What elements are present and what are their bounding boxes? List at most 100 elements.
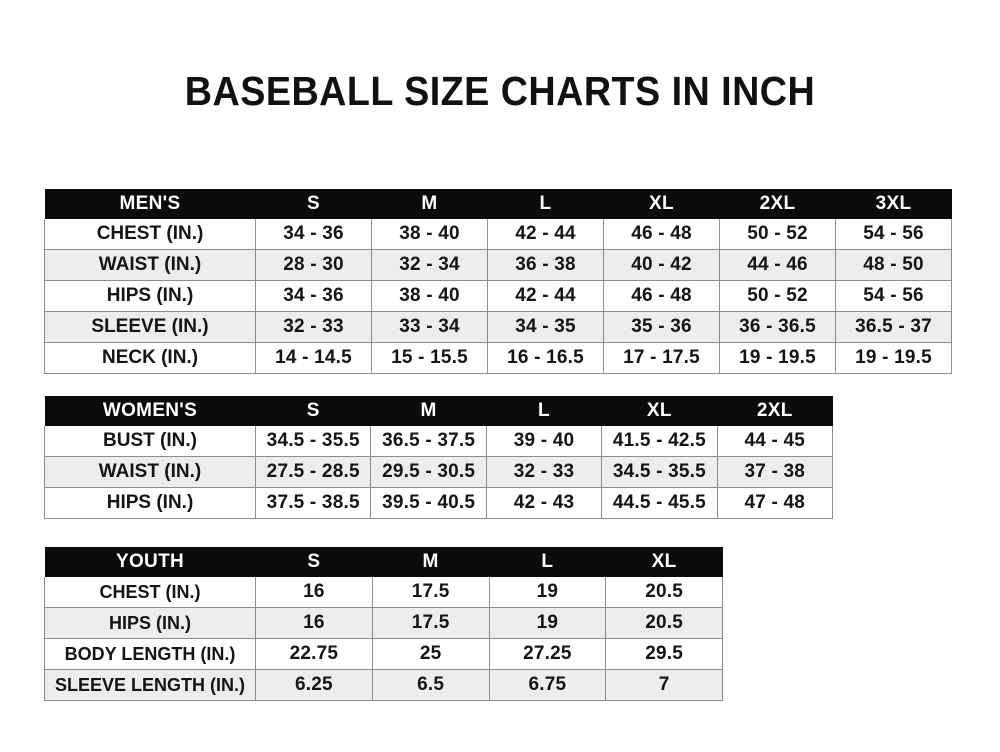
table-row: CHEST (IN.) 34 - 36 38 - 40 42 - 44 46 - 48 5… [44, 219, 952, 250]
youth-measurement-label: CHEST (IN.) [44, 577, 256, 608]
womens-size-column-s: S [255, 396, 371, 426]
measurement-value: 28 - 30 [255, 249, 372, 281]
measurement-value: 38 - 40 [371, 219, 488, 250]
table-row: NECK (IN.) 14 - 14.5 15 - 15.5 16 - 16.5 17 … [44, 342, 952, 374]
table-header-row: MEN'S S M L XL 2XL 3XL [44, 189, 952, 219]
table-row: SLEEVE LENGTH (IN.) 6.25 6.5 6.75 7 [44, 669, 723, 701]
measurement-value: 44 - 45 [717, 426, 834, 457]
measurement-value: 40 - 42 [603, 249, 720, 281]
youth-measurement-label: SLEEVE LENGTH (IN.) [44, 669, 256, 701]
measurement-value: 29.5 - 30.5 [370, 456, 487, 488]
youth-size-column-m: M [372, 547, 489, 577]
womens-measurement-label: HIPS (IN.) [44, 487, 256, 519]
measurement-value: 6.75 [489, 669, 607, 701]
mens-size-column-3xl: 3XL [835, 189, 952, 219]
mens-measurement-label: WAIST (IN.) [44, 249, 256, 281]
womens-measurement-label: WAIST (IN.) [44, 456, 256, 488]
measurement-value: 17.5 [372, 577, 490, 608]
measurement-value: 20.5 [605, 577, 723, 608]
measurement-value: 33 - 34 [371, 311, 488, 343]
table-row: SLEEVE (IN.) 32 - 33 33 - 34 34 - 35 35 - 36… [44, 311, 952, 343]
measurement-value: 34.5 - 35.5 [255, 426, 372, 457]
measurement-value: 44 - 46 [719, 249, 836, 281]
womens-measurement-label: BUST (IN.) [44, 426, 256, 457]
measurement-value: 19 - 19.5 [719, 342, 836, 374]
table-row: WAIST (IN.) 27.5 - 28.5 29.5 - 30.5 32 - 33… [44, 456, 834, 488]
measurement-value: 44.5 - 45.5 [601, 487, 718, 519]
table-row: HIPS (IN.) 16 17.5 19 20.5 [44, 607, 723, 639]
table-row: BUST (IN.) 34.5 - 35.5 36.5 - 37.5 39 - 40 4… [44, 426, 834, 457]
youth-size-table: YOUTH S M L XL CHEST (IN.) 16 17.5 19 20.5 HIPS (I… [44, 547, 723, 701]
measurement-value: 16 [255, 607, 373, 639]
page-title: BASEBALL SIZE CHARTS IN INCH [184, 68, 816, 114]
measurement-value: 50 - 52 [719, 219, 836, 250]
measurement-value: 16 [255, 577, 373, 608]
measurement-value: 19 - 19.5 [835, 342, 952, 374]
measurement-value: 42 - 44 [487, 280, 604, 312]
measurement-value: 36 - 38 [487, 249, 604, 281]
measurement-value: 54 - 56 [835, 219, 952, 250]
measurement-value: 39.5 - 40.5 [370, 487, 487, 519]
mens-size-column-l: L [487, 189, 604, 219]
measurement-value: 7 [605, 669, 723, 701]
mens-size-column-s: S [255, 189, 372, 219]
measurement-value: 32 - 33 [486, 456, 603, 488]
measurement-value: 6.5 [372, 669, 490, 701]
measurement-value: 17 - 17.5 [603, 342, 720, 374]
measurement-value: 54 - 56 [835, 280, 952, 312]
mens-size-column-2xl: 2XL [719, 189, 836, 219]
measurement-value: 42 - 43 [486, 487, 603, 519]
measurement-value: 36.5 - 37 [835, 311, 952, 343]
measurement-value: 32 - 34 [371, 249, 488, 281]
youth-corner-label: YOUTH [44, 547, 256, 577]
measurement-value: 16 - 16.5 [487, 342, 604, 374]
measurement-value: 48 - 50 [835, 249, 952, 281]
measurement-value: 42 - 44 [487, 219, 604, 250]
measurement-value: 14 - 14.5 [255, 342, 372, 374]
measurement-value: 22.75 [255, 638, 373, 670]
measurement-value: 19 [489, 607, 607, 639]
measurement-value: 27.5 - 28.5 [255, 456, 372, 488]
mens-measurement-label: NECK (IN.) [44, 342, 256, 374]
measurement-value: 34.5 - 35.5 [601, 456, 718, 488]
table-row: CHEST (IN.) 16 17.5 19 20.5 [44, 577, 723, 608]
measurement-value: 34 - 36 [255, 219, 372, 250]
mens-size-column-xl: XL [603, 189, 720, 219]
measurement-value: 39 - 40 [486, 426, 603, 457]
mens-size-column-m: M [371, 189, 488, 219]
mens-measurement-label: SLEEVE (IN.) [44, 311, 256, 343]
measurement-value: 35 - 36 [603, 311, 720, 343]
mens-corner-label: MEN'S [44, 189, 256, 219]
measurement-value: 32 - 33 [255, 311, 372, 343]
measurement-value: 34 - 36 [255, 280, 372, 312]
table-row: WAIST (IN.) 28 - 30 32 - 34 36 - 38 40 - 42 4… [44, 249, 952, 281]
womens-size-column-m: M [370, 396, 487, 426]
measurement-value: 36 - 36.5 [719, 311, 836, 343]
table-row: HIPS (IN.) 37.5 - 38.5 39.5 - 40.5 42 - 43 4… [44, 487, 834, 519]
womens-size-column-l: L [486, 396, 602, 426]
measurement-value: 19 [489, 577, 607, 608]
measurement-value: 6.25 [255, 669, 373, 701]
mens-measurement-label: CHEST (IN.) [44, 219, 256, 250]
youth-size-column-l: L [489, 547, 606, 577]
measurement-value: 17.5 [372, 607, 490, 639]
measurement-value: 46 - 48 [603, 219, 720, 250]
table-header-row: WOMEN'S S M L XL 2XL [44, 396, 833, 426]
womens-size-column-xl: XL [601, 396, 718, 426]
measurement-value: 37 - 38 [717, 456, 834, 488]
womens-size-column-2xl: 2XL [717, 396, 833, 426]
measurement-value: 41.5 - 42.5 [601, 426, 718, 457]
measurement-value: 29.5 [605, 638, 723, 670]
measurement-value: 38 - 40 [371, 280, 488, 312]
mens-measurement-label: HIPS (IN.) [44, 280, 256, 312]
measurement-value: 15 - 15.5 [371, 342, 488, 374]
table-row: BODY LENGTH (IN.) 22.75 25 27.25 29.5 [44, 638, 723, 670]
measurement-value: 50 - 52 [719, 280, 836, 312]
womens-size-table: WOMEN'S S M L XL 2XL BUST (IN.) 34.5 - 35.5 36.5… [44, 396, 834, 519]
measurement-value: 34 - 35 [487, 311, 604, 343]
measurement-value: 37.5 - 38.5 [255, 487, 372, 519]
measurement-value: 27.25 [489, 638, 607, 670]
youth-measurement-label: HIPS (IN.) [44, 607, 256, 639]
measurement-value: 25 [372, 638, 490, 670]
